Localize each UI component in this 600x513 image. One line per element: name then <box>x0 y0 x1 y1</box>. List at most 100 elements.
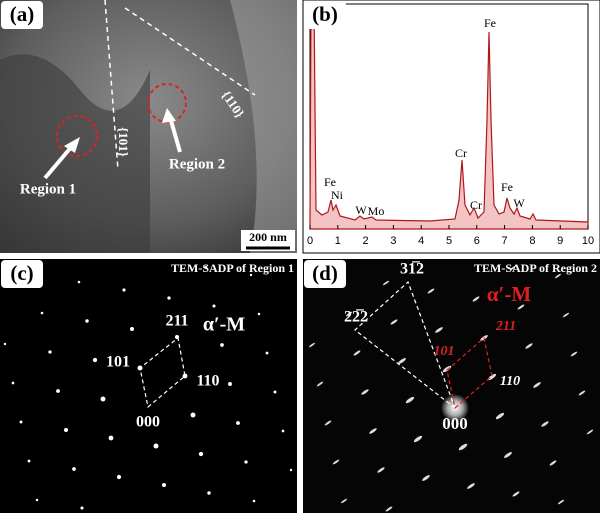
peak-label: W <box>513 196 525 210</box>
region-label: Region 2 <box>169 156 225 172</box>
spot <box>19 420 23 424</box>
spot <box>345 311 353 317</box>
panel-label: (c) <box>10 261 33 285</box>
spot <box>11 381 15 385</box>
spot <box>129 326 135 332</box>
scale-label: 200 nm <box>249 230 287 244</box>
spot <box>273 390 277 394</box>
region-circle <box>56 115 98 157</box>
spot <box>495 412 505 420</box>
spot <box>332 459 340 465</box>
diffraction-spots <box>3 265 293 510</box>
panel-c: (c) TEM-SADP of Region 1 211 101 110 000… <box>0 259 297 513</box>
spot <box>413 435 423 443</box>
spot <box>27 459 31 463</box>
tick-label: 1 <box>335 235 341 247</box>
spot <box>257 312 261 316</box>
spot <box>281 429 285 433</box>
spot <box>570 351 578 357</box>
spot <box>554 273 562 279</box>
spot <box>308 342 316 348</box>
dashed-cell <box>354 280 456 409</box>
spot <box>390 319 398 325</box>
spot <box>72 467 76 471</box>
spot <box>458 443 468 451</box>
texture <box>230 0 297 253</box>
plane-label: {101} <box>116 127 131 157</box>
dashed-line <box>104 0 119 171</box>
peak-label: Cr <box>455 146 467 160</box>
spot <box>228 382 232 386</box>
spot <box>122 288 126 292</box>
spot <box>77 280 81 284</box>
spot-label: 101 <box>106 354 130 371</box>
spot <box>578 390 586 396</box>
panel-d: (d) TEM-SADP of Region 2 31̅2 22̅2 101 2… <box>303 259 600 513</box>
spot <box>190 412 196 418</box>
spot <box>340 498 348 504</box>
spot <box>204 265 208 269</box>
spot-label: 000 <box>136 414 160 431</box>
spot <box>212 304 216 308</box>
spot <box>353 350 361 356</box>
x-axis: 0 1 2 3 4 5 6 7 8 9 10 <box>307 225 594 247</box>
spot <box>427 288 435 294</box>
tick-label: 9 <box>557 235 563 247</box>
caption: TEM-SADP of Region 2 <box>474 261 597 275</box>
spot <box>207 491 211 495</box>
spot-label: 110 <box>500 374 520 389</box>
spot <box>549 460 557 466</box>
spot <box>161 482 167 488</box>
phase-label: α′-M <box>203 314 245 336</box>
spot <box>472 296 480 302</box>
spot-label: 211 <box>495 319 516 334</box>
spot <box>265 351 269 355</box>
spot <box>504 452 512 458</box>
spot <box>586 429 594 435</box>
tick-label: 4 <box>418 235 424 247</box>
tick-label: 8 <box>529 235 535 247</box>
spot <box>289 468 293 472</box>
label-box <box>1 260 43 288</box>
spot <box>517 304 525 310</box>
spot <box>557 499 565 505</box>
spot <box>435 327 443 333</box>
tick-label: 7 <box>502 235 508 247</box>
spot <box>56 389 60 393</box>
spot <box>249 273 253 277</box>
panel-a: (a) {101} {110} Region 1 Region 2 200 nm <box>0 0 297 254</box>
spot <box>525 343 533 349</box>
label-box <box>304 260 346 288</box>
tick-label: 3 <box>390 235 396 247</box>
peak-label: Cr <box>470 198 482 212</box>
spot <box>562 312 570 318</box>
spot <box>369 428 377 434</box>
peak-label: W <box>355 203 367 217</box>
spot <box>198 451 204 457</box>
diffraction-spots <box>308 265 594 512</box>
label-box <box>304 1 346 29</box>
spot <box>316 381 324 387</box>
spot <box>116 474 122 480</box>
peak-label: Fe <box>501 180 513 194</box>
region-label: Region 1 <box>20 181 76 197</box>
spot <box>85 319 89 323</box>
spot <box>108 435 114 441</box>
sadp-image <box>303 259 600 513</box>
spot <box>92 357 98 363</box>
panel-label: (d) <box>312 261 338 285</box>
spot <box>64 428 68 432</box>
spot <box>35 498 39 502</box>
dashed-cell <box>446 336 493 410</box>
arrow-head <box>64 137 80 153</box>
spot <box>422 475 430 481</box>
panel-b: (b) Fe Ni W Mo Cr Cr Fe Fe W 0 1 2 3 4 5 6 7 8 9 1… <box>302 0 600 254</box>
peak-label: Fe <box>484 16 496 30</box>
spot <box>398 358 406 364</box>
spot-label: 22̅2 <box>344 308 368 326</box>
dashed-cell <box>139 336 186 409</box>
texture <box>0 54 150 254</box>
panel-frame <box>302 0 600 254</box>
spot <box>100 396 106 402</box>
